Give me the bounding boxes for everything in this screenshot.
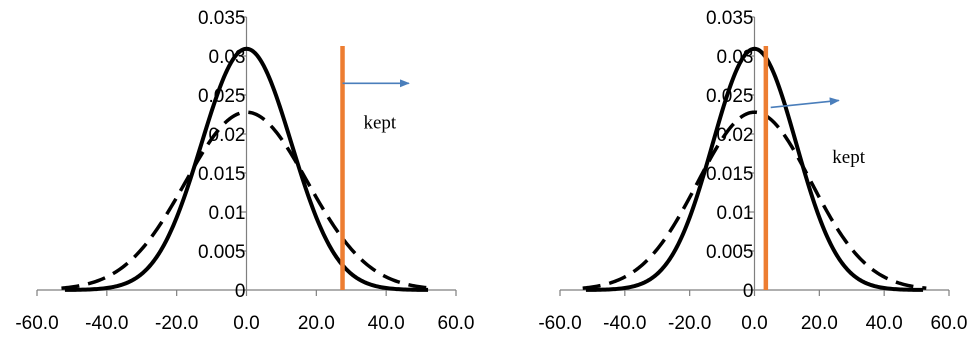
x-tick-label: 60.0 [931,313,968,334]
dashed-curve [582,110,927,290]
solid-curve [585,46,924,292]
y-tick-label: 0.02 [717,125,754,146]
y-tick-label: 0 [743,281,754,302]
curves [582,46,927,292]
x-tick-label: -60.0 [538,313,581,334]
x-tick-marks [559,290,950,296]
y-tick-label: 0.035 [198,8,246,29]
x-tick-label: 0.0 [741,313,767,334]
kept-label: kept [363,113,396,134]
y-tick-marks [240,16,247,291]
x-tick-label: -40.0 [85,313,128,334]
x-tick-labels: -60.0 -40.0 -20.0 0.0 20.0 40.0 60.0 [538,313,967,334]
y-tick-labels: 0 0.005 0.01 0.015 0.02 0.025 0.03 0.035 [706,8,754,302]
x-tick-label: 20.0 [298,313,335,334]
y-tick-label: 0.015 [198,164,246,185]
x-tick-label: -40.0 [603,313,646,334]
curves [61,46,432,292]
dashed-curve [61,110,432,290]
solid-curve [64,46,429,292]
x-tick-label: 40.0 [368,313,405,334]
kept-label: kept [832,147,865,168]
x-tick-label: 40.0 [866,313,903,334]
y-tick-label: 0.005 [198,242,246,263]
y-tick-label: 0.025 [706,86,754,107]
x-tick-label: -20.0 [155,313,198,334]
y-tick-labels: 0 0.005 0.01 0.015 0.02 0.025 0.03 0.035 [198,8,246,302]
chart-panel-right: -60.0 -40.0 -20.0 0.0 20.0 40.0 60.0 0 0… [538,8,967,334]
y-tick-label: 0.005 [706,242,754,263]
x-tick-label: 0.0 [233,313,259,334]
y-tick-label: 0.03 [209,47,246,68]
x-tick-marks [36,290,457,296]
y-tick-label: 0.03 [717,47,754,68]
chart-panel-left: -60.0 -40.0 -20.0 0.0 20.0 40.0 60.0 0 0… [15,8,474,334]
x-tick-labels: -60.0 -40.0 -20.0 0.0 20.0 40.0 60.0 [15,313,474,334]
y-tick-label: 0.02 [209,125,246,146]
y-tick-label: 0.015 [706,164,754,185]
x-tick-label: 60.0 [438,313,475,334]
x-tick-label: -60.0 [15,313,58,334]
x-tick-label: 20.0 [801,313,838,334]
y-tick-label: 0.025 [198,86,246,107]
y-tick-label: 0 [235,281,246,302]
kept-arrow [770,97,840,109]
y-tick-marks [748,16,755,291]
y-tick-label: 0.01 [717,203,754,224]
y-tick-label: 0.01 [209,203,246,224]
y-tick-label: 0.035 [706,8,754,29]
x-tick-label: -20.0 [668,313,711,334]
